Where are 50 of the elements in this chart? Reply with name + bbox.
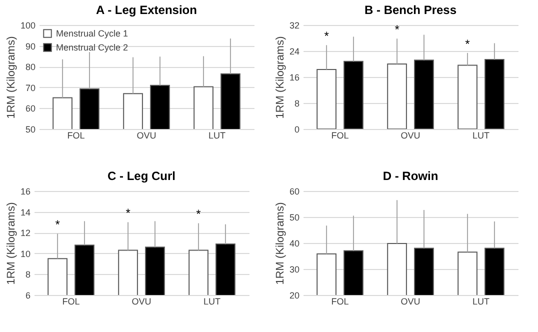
y-tick-label: 16 [20, 186, 30, 196]
y-tick-label: 24 [289, 46, 300, 56]
y-tick-label: 14 [20, 207, 30, 218]
legend-label: Menstrual Cycle 2 [56, 42, 128, 52]
chart-title: A - Leg Extension [96, 3, 197, 17]
y-tick-label: 60 [25, 104, 36, 114]
x-tick-label: FOL [331, 296, 349, 306]
y-tick-label: 60 [289, 186, 300, 196]
x-tick-label: FOL [331, 130, 349, 140]
y-tick-label: 8 [25, 270, 30, 280]
y-tick-label: 40 [289, 238, 300, 248]
y-axis-title: 1RM (Kilograms) [274, 202, 286, 285]
y-tick-label: 30 [289, 264, 300, 274]
chart-title: C - Leg Curl [108, 169, 176, 183]
y-tick-label: 20 [289, 290, 300, 300]
x-tick-label: OVU [400, 296, 420, 306]
y-tick-label: 0 [294, 124, 300, 134]
y-tick-label: 70 [25, 82, 36, 93]
annotation: * [126, 206, 131, 220]
annotation: * [465, 36, 470, 51]
x-tick-label: LUT [208, 130, 226, 140]
x-tick-label: OVU [132, 296, 152, 306]
y-tick-label: 50 [289, 212, 300, 222]
y-tick-label: 16 [289, 72, 300, 82]
x-tick-label: OVU [400, 130, 420, 140]
chart-title: B - Bench Press [364, 3, 457, 17]
y-tick-label: 6 [25, 290, 30, 300]
annotation: * [55, 218, 60, 232]
y-tick-label: 80 [25, 62, 36, 72]
y-tick-label: 100 [20, 20, 36, 30]
y-tick-label: 10 [20, 248, 30, 259]
x-tick-label: FOL [62, 296, 80, 306]
y-axis-title: 1RM (Kilograms) [274, 36, 286, 119]
annotation: * [324, 29, 330, 44]
y-tick-label: 32 [289, 20, 300, 30]
x-tick-label: LUT [472, 296, 490, 306]
y-tick-label: 90 [25, 41, 36, 52]
y-tick-label: 50 [25, 124, 36, 134]
chart-title: D - Rowin [382, 169, 438, 183]
annotation: * [394, 22, 400, 37]
legend-label: Menstrual Cycle 1 [56, 28, 128, 38]
x-tick-label: FOL [67, 130, 85, 140]
x-tick-label: OVU [136, 130, 156, 140]
annotation: * [196, 207, 202, 222]
y-tick-label: 12 [20, 228, 30, 238]
y-tick-label: 8 [294, 98, 300, 108]
y-axis-title: 1RM (Kilograms) [5, 202, 18, 285]
x-tick-label: LUT [203, 296, 221, 306]
y-axis-title: 1RM (Kilograms) [5, 36, 18, 119]
x-tick-label: LUT [472, 130, 490, 140]
